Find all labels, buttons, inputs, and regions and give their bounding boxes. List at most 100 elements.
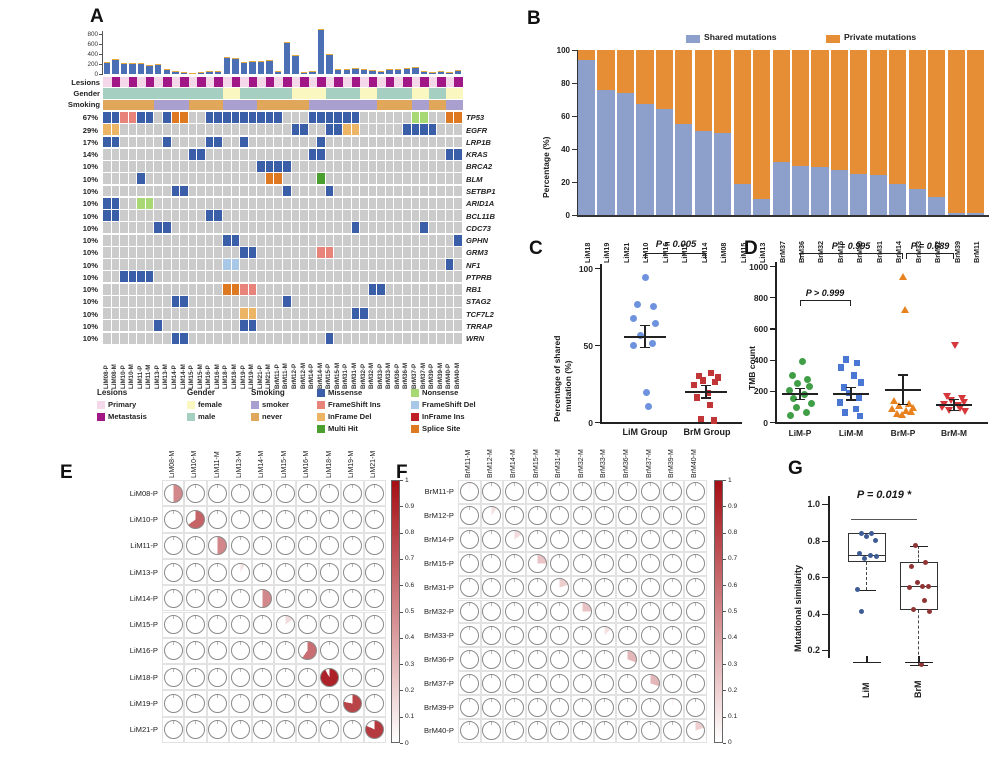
empty-pie — [230, 509, 250, 529]
oncoprint-cell — [274, 246, 282, 258]
annotation-cell — [162, 77, 172, 88]
oncoprint-cell — [205, 271, 214, 283]
oncoprint-cell — [188, 185, 197, 197]
similarity-pie — [663, 697, 683, 717]
oncoprint-cell — [300, 124, 308, 136]
y-tick — [822, 650, 828, 652]
oncoprint-cell — [377, 185, 385, 197]
oncoprint-cell — [437, 320, 445, 332]
empty-pie — [595, 530, 615, 550]
oncoprint-cell — [428, 308, 437, 320]
sample-label: BrM15-P — [325, 363, 333, 389]
oncoprint-cell — [317, 271, 325, 283]
significance-bracket-tick — [704, 253, 706, 259]
oncoprint-cell — [257, 136, 265, 148]
x-category-label: LiM08 — [719, 242, 729, 263]
data-point — [910, 607, 916, 613]
similarity-pie — [163, 483, 183, 503]
pie-matrix-cell — [363, 664, 386, 691]
oncoprint-cell — [360, 112, 368, 123]
oncoprint-cell — [282, 197, 291, 209]
oncoprint-cell — [445, 259, 454, 271]
oncoprint-cell — [231, 112, 240, 123]
oncoprint-cell — [111, 320, 120, 332]
oncoprint-cell — [325, 136, 334, 148]
pie-matrix-cell — [162, 506, 185, 533]
oncoprint-cell — [377, 320, 385, 332]
oncoprint-cell — [197, 271, 205, 283]
empty-pie — [298, 694, 318, 714]
oncoprint-cell — [342, 185, 351, 197]
annotation-cell — [231, 77, 241, 88]
box — [848, 533, 886, 563]
annotation-cell — [368, 77, 378, 88]
empty-pie — [663, 721, 683, 741]
oncoprint-cell — [360, 197, 368, 209]
oncoprint-cell — [291, 295, 300, 307]
y-axis-line — [828, 496, 830, 658]
pie-matrix-cell — [363, 506, 386, 533]
pie-matrix-cell — [593, 695, 617, 719]
oncoprint-cell — [137, 112, 145, 123]
pie-matrix-cell — [206, 637, 230, 665]
empty-pie — [550, 601, 570, 621]
oncoprint-cell — [274, 161, 282, 172]
oncoprint-cell — [103, 136, 111, 148]
pie-matrix-cell — [458, 695, 481, 719]
annotation-cell — [137, 77, 146, 88]
oncoprint-cell — [394, 332, 402, 344]
significance-bracket-tick — [952, 253, 954, 259]
oncoprint-cell — [300, 185, 308, 197]
panel-c-label: C — [529, 238, 543, 259]
oncoprint-cell — [411, 185, 420, 197]
oncoprint-cell — [265, 320, 274, 332]
bar-axis-tick-label: 800 — [87, 30, 98, 38]
oncoprint-cell — [222, 332, 231, 344]
y-tick — [770, 390, 775, 393]
mutation-count-bar — [112, 59, 119, 74]
pie-matrix-cell — [229, 664, 252, 691]
data-point — [798, 357, 806, 365]
data-point — [888, 405, 896, 413]
gene-percentage-label: 10% — [82, 309, 98, 319]
gene-name-label: STAG2 — [466, 297, 491, 307]
empty-pie — [595, 506, 615, 526]
pie-matrix-cell — [458, 719, 481, 743]
oncoprint-cell — [103, 112, 111, 123]
annotation-cell — [111, 88, 121, 99]
oncoprint-cell — [145, 148, 154, 160]
annotation-cell — [454, 99, 463, 110]
oncoprint-cell — [214, 259, 223, 271]
oncoprint-cell — [248, 161, 257, 172]
empty-pie — [617, 625, 637, 645]
y-tick-label: 1000 — [749, 261, 768, 272]
oncoprint-cell — [402, 173, 411, 185]
y-tick-label: 1.0 — [807, 499, 820, 509]
pie-matrix-cell — [525, 599, 549, 624]
oncoprint-cell — [231, 124, 240, 136]
oncoprint-cell — [231, 234, 240, 246]
oncoprint-cell — [265, 332, 274, 344]
mutation-count-bar — [437, 70, 445, 74]
oncoprint-cell — [154, 295, 163, 307]
similarity-pie — [208, 536, 228, 556]
annotation-cell — [103, 88, 112, 99]
shared-mutations-bar-segment — [908, 188, 926, 215]
data-point — [855, 394, 863, 402]
oncoprint-cell — [454, 234, 462, 246]
sample-label: BrM37-P — [411, 363, 419, 389]
oncoprint-cell — [111, 259, 120, 271]
color-scale-tick — [723, 664, 726, 666]
color-scale-tick — [400, 664, 403, 666]
color-scale-tick-label: 0 — [728, 739, 732, 747]
oncoprint-cell — [437, 259, 445, 271]
oncoprint-cell — [265, 148, 274, 160]
pie-matrix-cell — [184, 558, 207, 586]
sample-label: BrM40-M — [453, 362, 461, 389]
oncoprint-cell — [360, 308, 368, 320]
oncoprint-cell — [402, 222, 411, 234]
pie-matrix-cell — [661, 695, 684, 719]
oncoprint-cell — [188, 320, 197, 332]
empty-pie — [685, 697, 705, 717]
private-mutations-bar-segment — [616, 50, 635, 93]
